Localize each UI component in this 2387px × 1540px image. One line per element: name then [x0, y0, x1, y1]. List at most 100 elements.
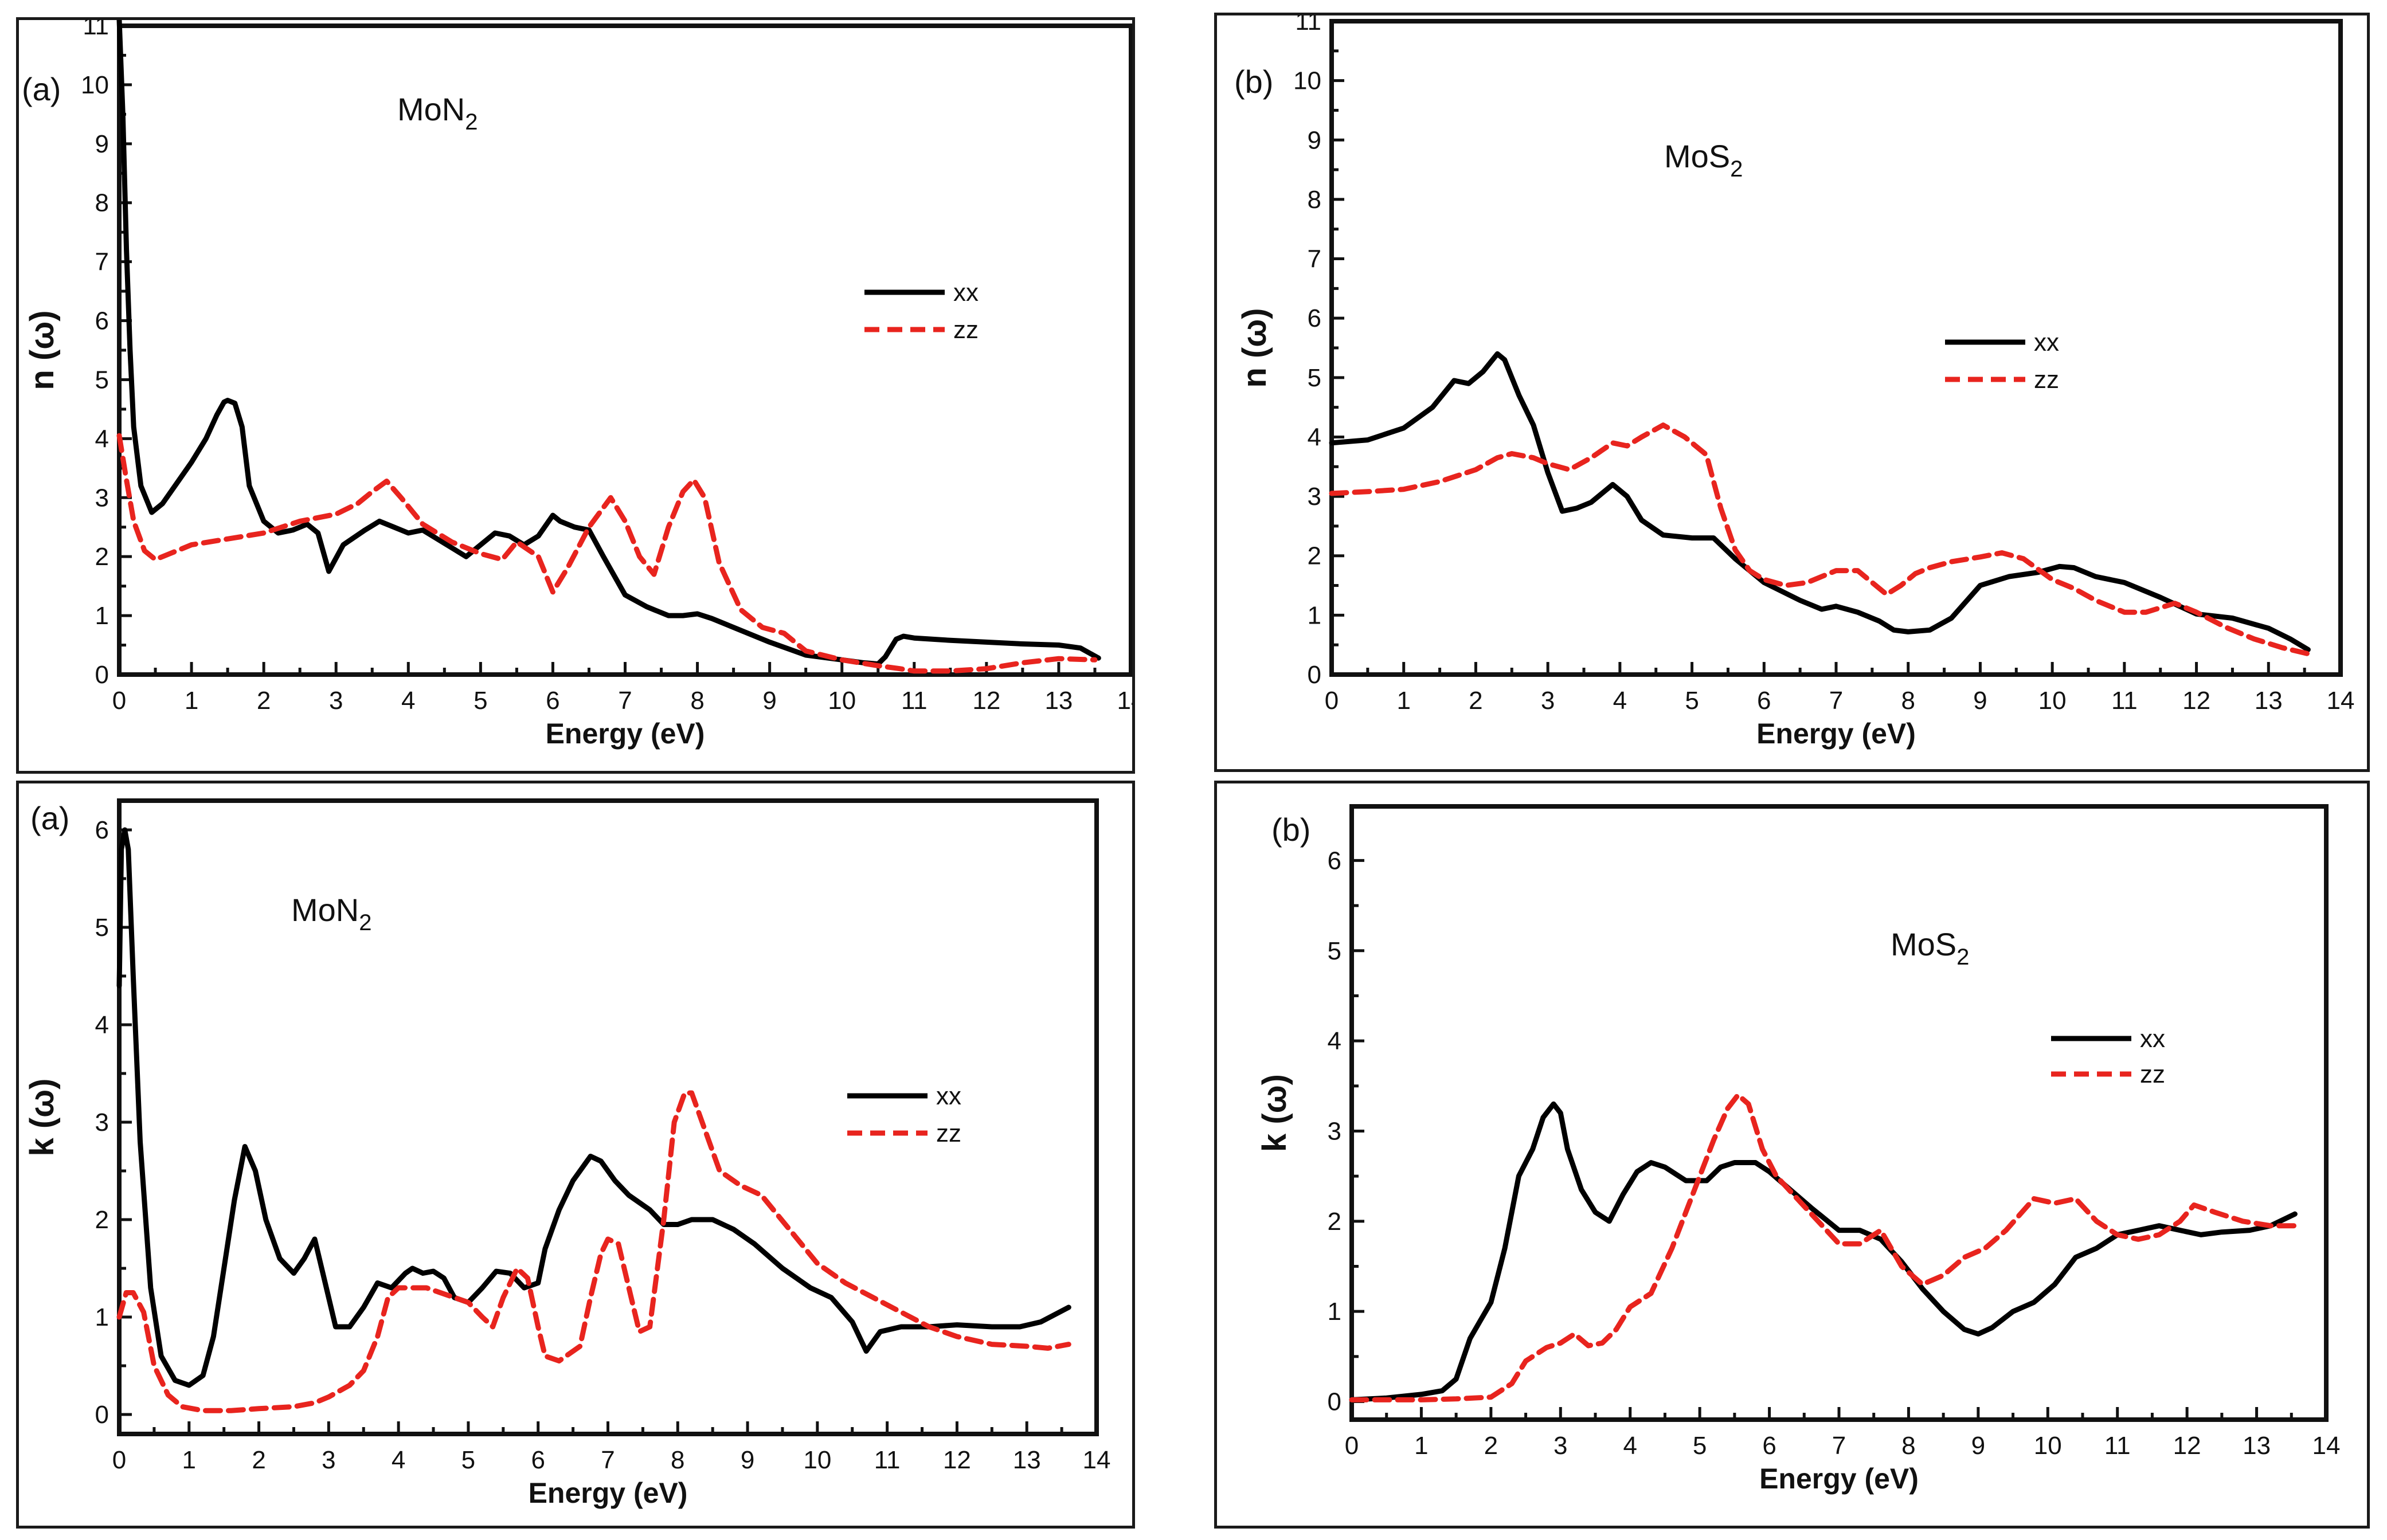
x-tick-label: 9	[1971, 1432, 1985, 1460]
x-tick-label: 9	[1973, 687, 1987, 715]
x-tick-label: 6	[531, 1446, 545, 1474]
y-tick-label: 5	[95, 366, 109, 394]
y-tick-label: 2	[1308, 542, 1321, 570]
x-tick-label: 6	[546, 687, 559, 715]
series-line-xx	[116, 20, 1101, 667]
material-base: MoS	[1664, 138, 1730, 174]
x-tick-label: 3	[1541, 687, 1555, 715]
x-tick-label: 3	[322, 1446, 335, 1474]
y-tick-label: 8	[95, 189, 109, 217]
x-axis-title: Energy (eV)	[546, 718, 705, 750]
x-tick-label: 11	[2104, 1432, 2131, 1460]
y-tick-label: 7	[1308, 245, 1321, 273]
y-tick-label: 1	[95, 602, 109, 630]
y-axis-title: k (ω)	[24, 1079, 61, 1157]
panel-k-mon2: 0 1 2 3 4 5 6 7 8 9 10 11 12 13 14 0 1 2 3 4 5 6 Energy (eV) k …	[16, 781, 1135, 1529]
x-tick-label: 1	[182, 1446, 196, 1474]
panel-tag: (a)	[30, 800, 69, 836]
x-tick-label: 14	[2327, 687, 2355, 715]
y-tick-label: 0	[95, 661, 109, 689]
x-tick-label: 9	[762, 687, 776, 715]
y-axis-title: n (ω)	[1236, 308, 1273, 387]
x-tick-label: 13	[1013, 1446, 1041, 1474]
x-tick-label: 2	[257, 687, 271, 715]
y-tick-label: 5	[1308, 364, 1321, 392]
x-axis-title: Energy (eV)	[1759, 1463, 1919, 1495]
x-tick-label: 13	[2255, 687, 2283, 715]
plot-area	[1349, 804, 2329, 1422]
y-axis-title: k (ω)	[1256, 1074, 1293, 1152]
x-tick-label: 14	[2312, 1432, 2341, 1460]
material-subscript: 2	[1730, 156, 1743, 182]
plot-area	[117, 23, 1132, 677]
x-tick-label: 12	[972, 687, 1000, 715]
y-tick-label: 4	[95, 425, 109, 453]
panel-k-mos2: 0 1 2 3 4 5 6 7 8 9 10 11 12 13 14 0 1 2 3 4 5 6 Energy (eV) k …	[1214, 781, 2370, 1529]
x-tick-label: 12	[2173, 1432, 2201, 1460]
x-tick-label: 11	[874, 1446, 901, 1474]
series-line-xx	[1329, 351, 2311, 652]
x-tick-label: 0	[112, 1446, 126, 1474]
x-tick-label: 8	[1901, 1432, 1915, 1460]
x-tick-label: 4	[1623, 1432, 1637, 1460]
y-tick-label: 0	[1308, 661, 1321, 689]
series-line-zz	[1329, 422, 2311, 657]
x-tick-label: 5	[1693, 1432, 1707, 1460]
x-tick-label: 0	[1345, 1432, 1359, 1460]
x-axis-title: Energy (eV)	[529, 1477, 688, 1509]
x-tick-label: 7	[618, 687, 632, 715]
material-base: MoN	[291, 892, 359, 928]
x-tick-label: 12	[2182, 687, 2210, 715]
x-tick-label: 5	[461, 1446, 475, 1474]
material-base: MoN	[397, 91, 465, 127]
x-tick-label: 1	[185, 687, 198, 715]
legend-label-xx: xx	[953, 279, 979, 307]
y-tick-label: 1	[1328, 1298, 1341, 1326]
x-tick-label: 5	[474, 687, 487, 715]
x-tick-label: 6	[1757, 687, 1771, 715]
y-tick-label: 6	[95, 816, 109, 844]
panel-tag: (b)	[1234, 64, 1273, 100]
x-tick-label: 11	[2111, 687, 2138, 715]
legend-label-xx: xx	[936, 1082, 961, 1110]
legend-label-zz: zz	[2140, 1060, 2165, 1088]
y-tick-label: 10	[1293, 67, 1321, 95]
y-axis-title: n (ω)	[24, 310, 61, 390]
y-tick-label: 3	[95, 484, 109, 512]
y-tick-label: 4	[1328, 1027, 1341, 1055]
y-tick-label: 6	[1308, 304, 1321, 332]
y-tick-label: 5	[95, 914, 109, 942]
legend-label-zz: zz	[2034, 366, 2059, 394]
legend-label-xx: xx	[2034, 328, 2059, 356]
material-label: MoN2	[291, 892, 371, 935]
material-base: MoS	[1891, 926, 1956, 962]
y-tick-label: 2	[95, 1206, 109, 1234]
x-tick-label: 4	[401, 687, 415, 715]
x-tick-label: 13	[1044, 687, 1073, 715]
y-tick-label: 7	[95, 248, 109, 276]
x-tick-label: 0	[112, 687, 126, 715]
chart-n-mon2: 0123456789101112131401234567891011Energy…	[22, 20, 1132, 750]
y-tick-label: 10	[81, 71, 109, 99]
legend-label-xx: xx	[2140, 1025, 2165, 1053]
x-tick-label: 8	[671, 1446, 684, 1474]
legend-label-zz: zz	[936, 1119, 961, 1147]
y-tick-label: 5	[1328, 937, 1341, 965]
x-tick-label: 1	[1414, 1432, 1428, 1460]
material-subscript: 2	[359, 910, 371, 935]
y-tick-label: 2	[95, 543, 109, 571]
y-tick-label: 2	[1328, 1208, 1341, 1236]
material-subscript: 2	[465, 109, 478, 135]
x-tick-label: 1	[1396, 687, 1410, 715]
x-tick-label: 6	[1762, 1432, 1776, 1460]
y-tick-label: 4	[95, 1011, 109, 1039]
chart-n-mos2: 0 1 2 3 4 5 6 7 8 9 10 11 12 13 1401234567891011Energy…	[1234, 15, 2355, 750]
y-tick-label: 0	[1328, 1388, 1341, 1416]
y-tick-label: 6	[95, 307, 109, 335]
x-tick-label: 10	[2034, 1432, 2062, 1460]
x-tick-label: 14	[1117, 687, 1132, 715]
series-line-zz	[116, 433, 1098, 674]
y-tick-label: 4	[1308, 423, 1321, 451]
